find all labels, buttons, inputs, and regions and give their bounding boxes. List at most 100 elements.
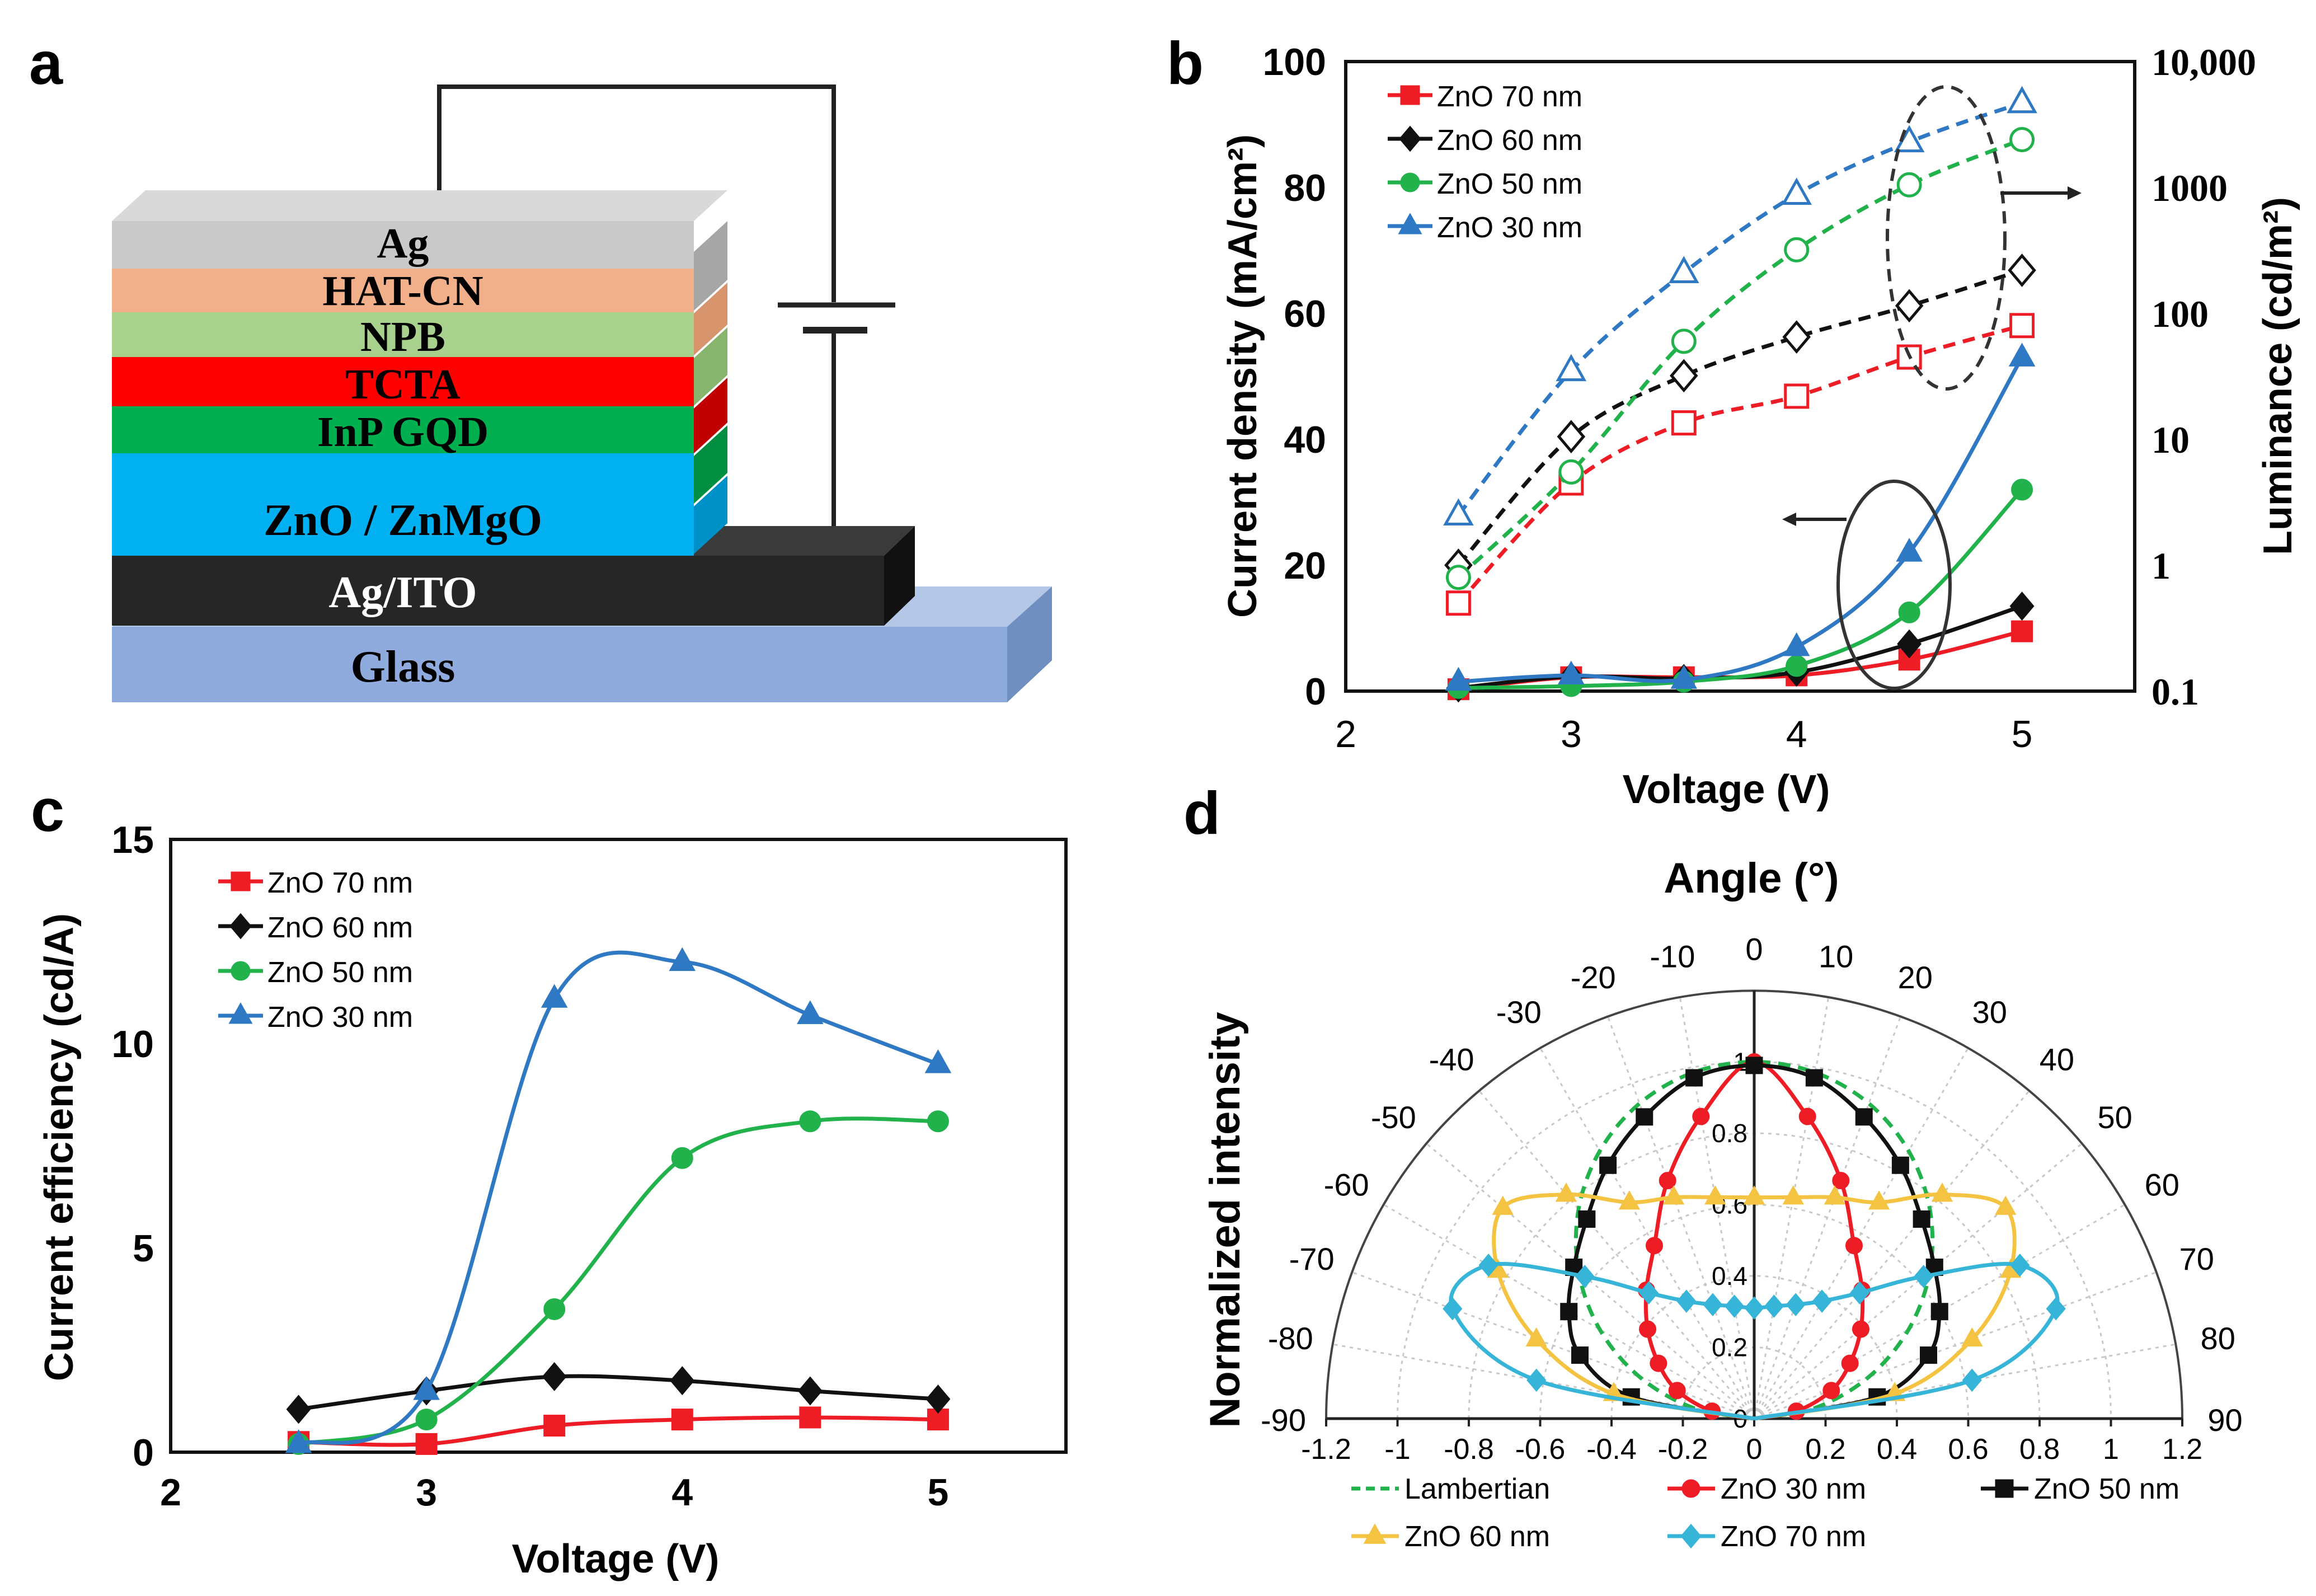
- d-angle-tick-5: -40: [1429, 1041, 1474, 1077]
- d-point-zno-30-nm-15: [1841, 1354, 1859, 1372]
- d-point-zno-70-nm-11: [1786, 1293, 1806, 1317]
- c-point-zno-60-nm-0: [286, 1395, 311, 1424]
- b-luminance-line-zno-30-nm: [1457, 101, 2023, 517]
- d-title: Angle (°): [1664, 855, 1839, 902]
- c-x-axis-label: Voltage (V): [512, 1537, 720, 1581]
- c-point-zno-60-nm-3: [670, 1366, 695, 1396]
- d-point-zno-30-nm-6: [1646, 1237, 1663, 1255]
- d-angle-tick-15: 60: [2145, 1167, 2179, 1202]
- layer-label-agito: Ag/ITO: [328, 568, 477, 617]
- c-line-zno-60-nm: [298, 1374, 938, 1411]
- d-point-zno-60-nm-14: [1995, 1195, 2017, 1215]
- b-ytick-5: 100: [1263, 41, 1326, 83]
- b-legend-marker-zno-60-nm: [1399, 125, 1421, 152]
- d-point-zno-30-nm-7: [1659, 1172, 1676, 1190]
- c-point-zno-60-nm-4: [797, 1376, 823, 1406]
- d-xtick-1: -1: [1384, 1433, 1410, 1466]
- d-point-zno-60-nm-16: [1961, 1327, 1983, 1347]
- b-legend-marker-zno-70-nm: [1400, 85, 1420, 105]
- b-luminance-point-zno-30-nm-5: [2007, 86, 2037, 114]
- d-point-zno-50-nm-13: [1913, 1210, 1930, 1228]
- d-grid-circle-4: [1397, 1061, 2112, 1419]
- layer-label-tcta: TCTA: [345, 361, 461, 408]
- b-ytick-4: 80: [1284, 167, 1326, 209]
- b-luminance-line-zno-70-nm: [1457, 323, 2023, 605]
- d-angle-tick-10: 10: [1819, 938, 1853, 974]
- d-xtick-6: 0: [1746, 1433, 1763, 1466]
- inp-layer: [112, 406, 694, 453]
- d-grid-spoke-2: [1351, 1271, 1755, 1420]
- d-angle-tick-14: 50: [2097, 1100, 2132, 1135]
- b-luminance-point-zno-70-nm-3: [1784, 383, 1810, 409]
- d-point-zno-30-nm-11: [1832, 1172, 1850, 1190]
- d-grid-spoke-13: [1753, 1090, 2030, 1419]
- d-angle-tick-3: -60: [1324, 1167, 1369, 1202]
- d-point-zno-70-nm-14: [1914, 1265, 1934, 1288]
- npb-side: [694, 327, 727, 406]
- d-grid-spoke-16: [1754, 1271, 2157, 1420]
- b-ytick-0: 0: [1305, 670, 1326, 713]
- c-point-zno-30-nm-0: [285, 1429, 312, 1453]
- d-xtick-9: 0.6: [1948, 1433, 1988, 1466]
- b-current-point-zno-50-nm-4: [1898, 601, 1920, 623]
- d-point-zno-70-nm-10: [1764, 1294, 1784, 1318]
- d-grid-spoke-7: [1606, 1016, 1755, 1419]
- d-point-zno-70-nm-4: [1575, 1265, 1595, 1288]
- d-point-zno-50-nm-8: [1685, 1069, 1703, 1087]
- c-point-zno-30-nm-2: [541, 984, 568, 1008]
- c-point-zno-50-nm-5: [927, 1110, 949, 1133]
- d-angle-tick-18: 90: [2207, 1402, 2242, 1438]
- d-point-zno-60-nm-10: [1782, 1185, 1804, 1205]
- b-current-point-zno-30-nm-4: [1896, 538, 1923, 562]
- d-point-zno-50-nm-11: [1855, 1108, 1873, 1126]
- c-legend-marker-zno-30-nm: [228, 1002, 253, 1024]
- tcta-layer: [112, 357, 694, 406]
- c-legend-label-zno-50-nm: ZnO 50 nm: [267, 956, 413, 989]
- d-angle-tick-6: -30: [1496, 994, 1542, 1030]
- plot-frame-c: [169, 838, 1068, 1454]
- d-angle-tick-2: -70: [1289, 1241, 1335, 1276]
- d-angle-tick-0: -90: [1261, 1402, 1306, 1438]
- b-current-point-zno-30-nm-5: [2008, 342, 2036, 367]
- c-legend-label-zno-70-nm: ZnO 70 nm: [267, 867, 413, 899]
- d-xtick-3: -0.6: [1515, 1433, 1566, 1466]
- d-grid-spoke-10: [1753, 997, 1830, 1419]
- d-point-zno-60-nm-9: [1743, 1185, 1765, 1205]
- b-current-point-zno-60-nm-5: [2009, 592, 2035, 621]
- c-point-zno-60-nm-5: [926, 1384, 951, 1414]
- d-point-zno-70-nm-12: [1812, 1289, 1832, 1313]
- c-legend-marker-zno-60-nm: [229, 913, 252, 940]
- c-point-zno-30-nm-4: [797, 1000, 824, 1024]
- d-point-zno-70-nm-17: [1962, 1368, 1982, 1392]
- b-y2tick-5: 10,000: [2151, 41, 2256, 83]
- layer-label-zno: ZnO / ZnMgO: [264, 496, 542, 545]
- d-point-zno-60-nm-12: [1868, 1190, 1890, 1210]
- d-point-zno-50-nm-15: [1930, 1303, 1948, 1321]
- d-legend-marker-zno-30-nm: [1681, 1479, 1700, 1498]
- layer-label-npb: NPB: [360, 313, 445, 360]
- b-legend-marker-zno-30-nm: [1398, 213, 1422, 234]
- b-current-point-zno-30-nm-3: [1783, 632, 1810, 656]
- d-legend-marker-zno-60-nm: [1363, 1523, 1387, 1544]
- d-point-zno-50-nm-6: [1599, 1156, 1617, 1174]
- d-point-zno-50-nm-16: [1920, 1346, 1938, 1364]
- glass-side-face: [1007, 586, 1052, 702]
- d-point-zno-30-nm-16: [1822, 1382, 1840, 1400]
- c-xtick-0: 2: [160, 1471, 181, 1514]
- ag-top-face: [112, 190, 727, 221]
- d-point-zno-60-nm-13: [1931, 1182, 1953, 1202]
- d-xtick-12: 1.2: [2162, 1433, 2202, 1466]
- b-y2tick-2: 10: [2151, 419, 2190, 461]
- panel-a: a Glass Ag/ITO Ag HAT-CN NPB TCTA: [29, 29, 1052, 702]
- d-radial-tick-4: 0.8: [1712, 1119, 1747, 1148]
- d-legend-label-lambertian: Lambertian: [1404, 1473, 1550, 1505]
- b-current-point-zno-60-nm-4: [1897, 629, 1922, 659]
- d-point-zno-30-nm-4: [1639, 1320, 1657, 1338]
- d-point-zno-50-nm-10: [1805, 1069, 1823, 1087]
- d-xtick-11: 1: [2103, 1433, 2119, 1466]
- b-luminance-point-zno-50-nm-5: [2009, 126, 2035, 152]
- d-point-zno-30-nm-10: [1798, 1107, 1816, 1125]
- b-luminance-point-zno-70-nm-2: [1671, 410, 1697, 436]
- c-point-zno-50-nm-1: [415, 1409, 438, 1431]
